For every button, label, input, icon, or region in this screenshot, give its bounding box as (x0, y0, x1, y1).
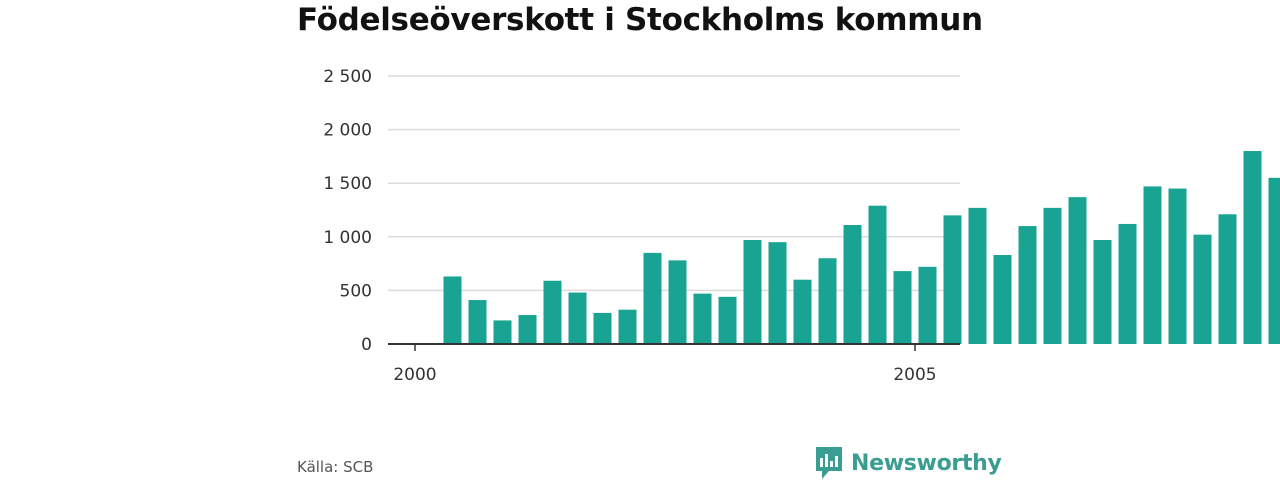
y-tick-label: 0 (361, 335, 372, 355)
bar (943, 215, 962, 344)
bar (868, 205, 887, 344)
bar (1068, 197, 1087, 344)
brand-name: Newsworthy (851, 450, 1002, 476)
bar (1143, 186, 1162, 344)
bar (593, 312, 612, 344)
bar (543, 280, 562, 344)
y-tick-label: 500 (340, 281, 372, 301)
bar (1018, 226, 1037, 344)
bar (618, 309, 637, 344)
bar (668, 260, 687, 344)
bar (893, 271, 912, 344)
gridlines (388, 75, 960, 292)
bar (1168, 188, 1187, 344)
bar (1268, 177, 1280, 344)
bar (968, 207, 987, 344)
bar (468, 300, 487, 344)
x-tick-label: 2000 (393, 365, 436, 385)
bar (1043, 207, 1062, 344)
bar-series (443, 151, 1280, 344)
bar (493, 320, 512, 344)
bar (793, 279, 812, 344)
bar (568, 292, 587, 344)
bar (1093, 240, 1112, 344)
y-tick-label: 2 500 (323, 67, 372, 87)
bar (743, 240, 762, 344)
bar (768, 242, 787, 344)
source-label: Källa: SCB (297, 458, 374, 476)
bar (518, 315, 537, 344)
y-tick-label: 1 000 (323, 228, 372, 248)
bar (693, 293, 712, 344)
y-tick-label: 2 000 (323, 121, 372, 141)
newsworthy-logo-icon (816, 447, 842, 479)
bar (1218, 214, 1237, 344)
bar (1118, 223, 1137, 344)
y-tick-label: 1 500 (323, 174, 372, 194)
bar (843, 225, 862, 344)
x-tick-label: 2005 (893, 365, 936, 385)
chart-title: Födelseöverskott i Stockholms kommun (297, 2, 983, 38)
bar (1243, 151, 1262, 344)
bar (443, 276, 462, 344)
bar (993, 255, 1012, 344)
bar (818, 258, 837, 344)
brand-logo: Newsworthy (815, 446, 1002, 480)
bar (643, 252, 662, 344)
bar (1193, 234, 1212, 344)
bar (718, 296, 737, 344)
bar (918, 266, 937, 344)
